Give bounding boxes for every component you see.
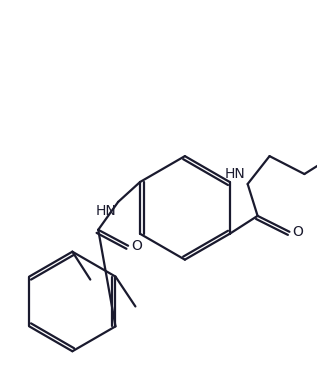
- Text: HN: HN: [95, 204, 116, 218]
- Text: O: O: [131, 239, 142, 253]
- Text: O: O: [293, 225, 303, 239]
- Text: HN: HN: [225, 167, 245, 181]
